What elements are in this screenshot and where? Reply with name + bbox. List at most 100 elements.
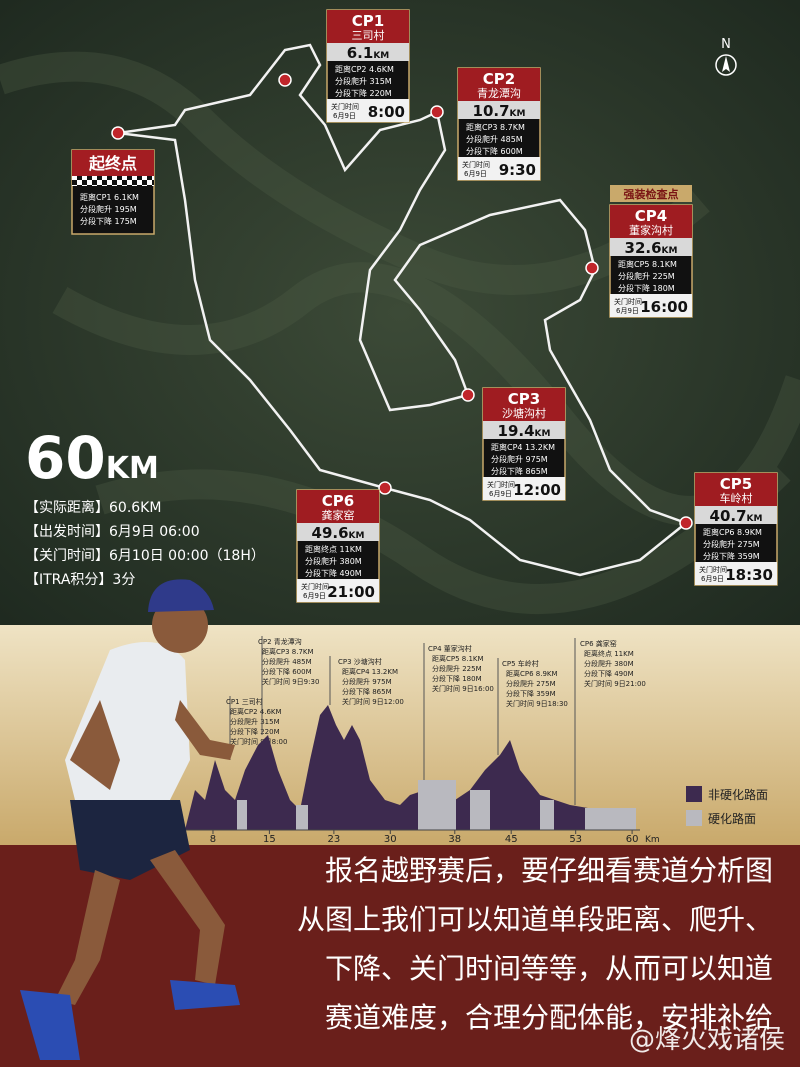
- caption-line: 从图上我们可以知道单段距离、爬升、: [297, 903, 773, 936]
- cutoff-label: 关门时间: [462, 160, 490, 169]
- card-line: 分段爬升 275M: [703, 539, 760, 549]
- legend-label: 硬化路面: [708, 811, 756, 826]
- card-dist-bg: [458, 101, 540, 119]
- note-title: CP5 车岭村: [502, 659, 539, 668]
- card-name: 车岭村: [720, 491, 753, 505]
- card-id: CP3: [508, 390, 540, 408]
- card-dist-num: 19.4: [498, 422, 535, 440]
- note-line: 关门时间 9日21:00: [584, 679, 646, 688]
- card-head: [610, 205, 692, 238]
- cutoff-time: 18:30: [725, 566, 773, 584]
- cutoff-time: 8:00: [368, 103, 405, 121]
- card-name: 三司村: [352, 28, 385, 42]
- card-distance: 10.7KM: [473, 102, 526, 120]
- note-title: CP1 三司村: [226, 697, 263, 706]
- cutoff-label: 关门时间: [699, 565, 727, 574]
- card-dist-num: 6.1: [347, 44, 374, 62]
- x-tick-label: 53: [569, 834, 582, 845]
- x-tick-label: 30: [384, 834, 397, 845]
- card-head: [297, 490, 379, 523]
- card-id: CP4: [635, 207, 667, 225]
- card-line: 分段下降 865M: [491, 466, 548, 476]
- card-head: [327, 10, 409, 43]
- caption-line: 赛道难度，合理分配体能，安排补给: [325, 1001, 773, 1034]
- note-line: 距离CP2 4.6KM: [230, 707, 282, 716]
- card-line: 距离CP2 4.6KM: [335, 64, 394, 74]
- card-name: 董家沟村: [629, 223, 673, 237]
- card-line: 距离CP3 8.7KM: [466, 122, 525, 132]
- card-head: [483, 388, 565, 421]
- summary-line: 【出发时间】6月9日 06:00: [25, 524, 200, 540]
- card-dist-bg: [610, 238, 692, 256]
- card-distance: 49.6KM: [312, 524, 365, 542]
- card-dist-num: 10.7: [473, 102, 510, 120]
- card-line: 分段爬升 485M: [466, 134, 523, 144]
- card-line: 分段下降 220M: [335, 88, 392, 98]
- note-line: 分段爬升 275M: [506, 679, 556, 688]
- card-name: 沙塘沟村: [502, 406, 546, 420]
- card-head: [695, 473, 777, 506]
- card-line: 分段下降 600M: [466, 146, 523, 156]
- cutoff-date: 6月9日: [616, 307, 639, 315]
- card-tag-bg: [610, 185, 692, 202]
- card-line: 分段爬升 315M: [335, 76, 392, 86]
- cutoff-label: 关门时间: [331, 102, 359, 111]
- card-cutoff-bg: [458, 157, 540, 180]
- checker: [72, 176, 154, 186]
- note-line: 关门时间 9日12:00: [342, 697, 404, 706]
- card-id: CP2: [483, 70, 515, 88]
- note-title: CP4 董家沟村: [428, 644, 472, 653]
- runner: [20, 579, 240, 1060]
- summary: 【实际距离】60.6KM 【出发时间】6月9日 06:00 【关门时间】6月10日 …: [25, 499, 265, 588]
- compass-needle: [722, 56, 730, 72]
- caption-line: 报名越野赛后，要仔细看赛道分析图: [325, 854, 773, 887]
- card-dist-unit: KM: [662, 246, 678, 256]
- summary-line: 【关门时间】6月10日 00:00（18H）: [25, 548, 265, 564]
- x-tick-label: 60: [626, 834, 639, 845]
- total-num: 60: [25, 424, 106, 492]
- card-cutoff-bg: [610, 294, 692, 317]
- note-title: CP6 龚家窑: [580, 639, 617, 648]
- total-distance: 60KM: [25, 424, 159, 492]
- x-tick-label: 15: [263, 834, 276, 845]
- note-line: 分段爬升 380M: [584, 659, 634, 668]
- card-line: 分段下降 359M: [703, 551, 760, 561]
- caption-line: 下降、关门时间等等，从而可以知道: [325, 952, 773, 985]
- note-line: 分段爬升 485M: [262, 657, 312, 666]
- summary-line: 【实际距离】60.6KM: [25, 499, 161, 516]
- note-line: 距离CP6 8.9KM: [506, 669, 558, 678]
- card-id: CP5: [720, 475, 752, 493]
- x-tick-label: 45: [505, 834, 518, 845]
- card-cutoff-bg: [297, 579, 379, 602]
- card-line: 距离CP4 13.2KM: [491, 442, 555, 452]
- card-line: 距离CP5 8.1KM: [618, 259, 677, 269]
- cutoff-date: 6月9日: [303, 592, 326, 600]
- cutoff-date: 6月9日: [464, 170, 487, 178]
- cutoff-date: 6月9日: [701, 575, 724, 583]
- card-name: 青龙潭沟: [477, 87, 521, 100]
- note-line: 关门时间 9日8:00: [230, 737, 287, 746]
- card-line: 分段爬升 380M: [305, 556, 362, 566]
- profile-area: [185, 705, 636, 830]
- card-name: 龚家窑: [322, 508, 355, 522]
- note-line: 分段爬升 975M: [342, 677, 392, 686]
- note-line: 分段下降 600M: [262, 667, 312, 676]
- card-dist-unit: KM: [535, 429, 551, 439]
- route: [117, 43, 689, 577]
- cutoff-time: 12:00: [513, 481, 561, 499]
- card-distance: 19.4KM: [498, 422, 551, 440]
- x-tick-label: 23: [328, 834, 341, 845]
- note-line: 关门时间 9日9:30: [262, 677, 319, 686]
- note-line: 距离CP5 8.1KM: [432, 654, 484, 663]
- card-line: 距离CP6 8.9KM: [703, 527, 762, 537]
- card-line: 距离终点 11KM: [305, 544, 362, 554]
- paved-segments: [237, 780, 636, 830]
- note-title: CP2 青龙潭沟: [258, 637, 302, 646]
- card-cutoff-bg: [483, 477, 565, 500]
- card-dist-unit: KM: [510, 109, 526, 119]
- note-line: 关门时间 9日18:30: [506, 699, 568, 708]
